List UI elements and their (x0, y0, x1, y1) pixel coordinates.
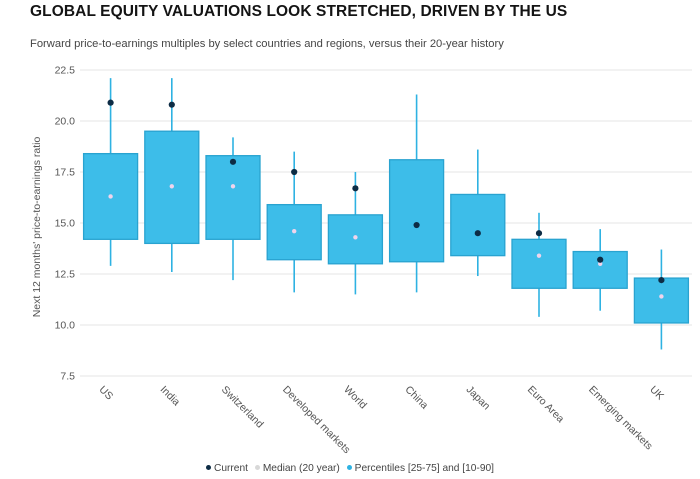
current-marker (352, 185, 359, 192)
y-tick-label: 15.0 (55, 218, 76, 230)
current-marker (168, 101, 175, 108)
box-group (633, 249, 690, 350)
percentile-box (205, 155, 261, 240)
percentile-box (511, 238, 567, 289)
x-tick-label: Switzerland (219, 384, 266, 431)
y-tick-label: 7.5 (60, 371, 75, 383)
y-axis-ticks: 7.5 10.0 12.5 15.0 17.5 20.0 22.5 (55, 65, 76, 383)
median-marker (536, 253, 542, 258)
legend-item-median: Median (20 year) (254, 463, 340, 474)
median-marker (353, 235, 358, 240)
x-tick-label: India (158, 384, 183, 409)
legend-label-median: Median (20 year) (262, 463, 340, 474)
current-marker (291, 168, 298, 176)
x-tick-label: Euro Area (525, 384, 567, 426)
median-marker-icon (254, 464, 260, 470)
box-group (82, 78, 139, 266)
x-tick-label: Emerging markets (586, 384, 655, 453)
x-tick-label: World (341, 384, 369, 412)
y-axis-label: Next 12 months' price-to-earnings ratio (31, 137, 43, 318)
box-group (572, 229, 628, 311)
median-marker (292, 228, 297, 234)
current-marker (474, 230, 481, 237)
y-tick-label: 12.5 (55, 269, 76, 281)
median-marker (108, 194, 113, 199)
box-group (450, 149, 506, 277)
chart-subtitle: Forward price-to-earnings multiples by s… (30, 38, 504, 50)
current-marker (413, 221, 420, 229)
box-group (144, 78, 200, 272)
current-marker (658, 277, 665, 284)
x-tick-label: Developed markets (280, 384, 352, 456)
y-tick-label: 10.0 (55, 320, 76, 332)
chart-title: GLOBAL EQUITY VALUATIONS LOOK STRETCHED,… (30, 3, 568, 20)
median-marker (659, 294, 664, 299)
current-marker (229, 158, 237, 165)
median-marker (169, 184, 174, 189)
legend-item-percentiles: Percentiles [25-75] and [10-90] (346, 463, 494, 474)
legend-label-current: Current (213, 463, 248, 474)
box-group (327, 172, 384, 295)
percentile-box (450, 193, 506, 257)
x-tick-label: UK (647, 384, 666, 403)
median-marker (230, 184, 236, 189)
x-tick-label: Japan (464, 384, 493, 413)
x-tick-label: China (402, 384, 430, 412)
y-tick-label: 20.0 (55, 116, 76, 128)
percentile-box (388, 159, 445, 263)
box-group (388, 94, 445, 293)
y-tick-label: 17.5 (55, 167, 76, 179)
boxes (82, 78, 690, 350)
y-tick-label: 22.5 (55, 65, 76, 77)
legend-label-percentiles: Percentiles [25-75] and [10-90] (354, 463, 494, 474)
box-group (205, 137, 261, 281)
x-axis-labels: US India Switzerland Developed marketsWorld… (96, 384, 666, 456)
percentiles-marker-icon (346, 464, 352, 470)
box-group (266, 151, 322, 293)
x-tick-label: US (96, 384, 115, 403)
current-marker (107, 99, 114, 106)
current-marker (597, 256, 604, 263)
median-marker (598, 261, 603, 266)
box-group (511, 212, 567, 317)
legend-item-current: Current (205, 463, 248, 474)
percentile-box (633, 277, 690, 324)
current-marker-icon (205, 464, 211, 470)
current-marker (535, 230, 543, 237)
chart-legend: Current Median (20 year) Percentiles [25… (0, 463, 700, 474)
